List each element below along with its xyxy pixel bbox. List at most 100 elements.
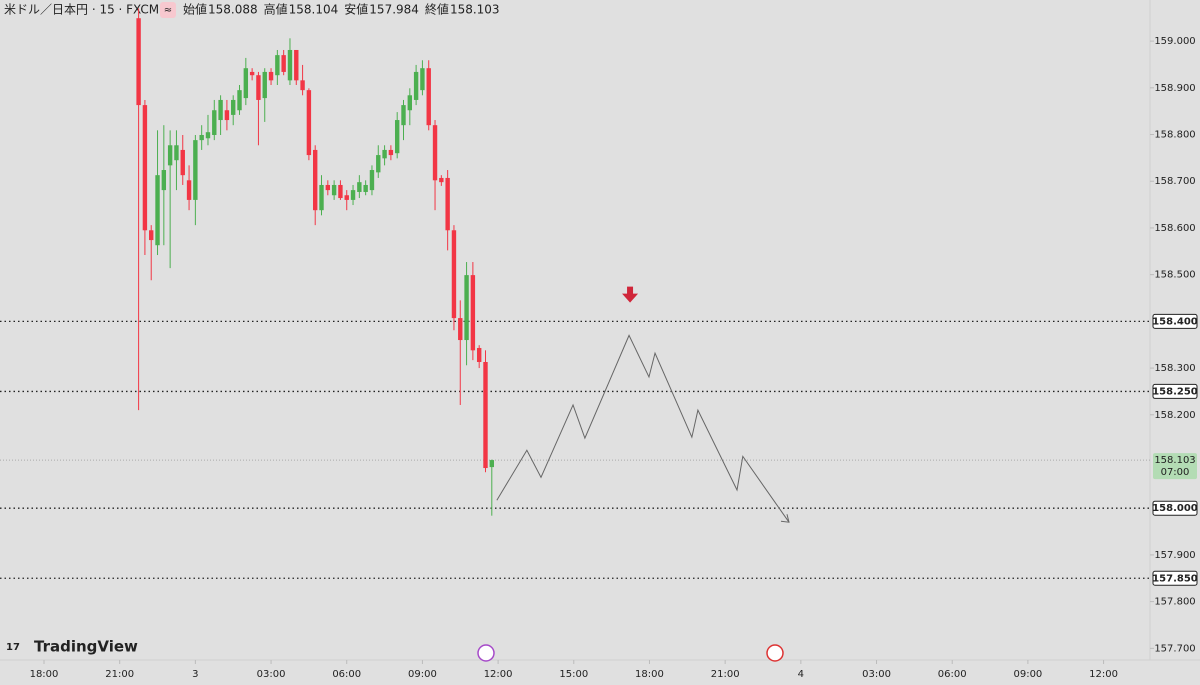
candle-body: [262, 71, 267, 99]
header: 米ドル／日本円 · 15 · FXCM ≈: [4, 2, 176, 18]
x-tick-label: 06:00: [938, 669, 967, 680]
candle-body: [155, 175, 160, 246]
y-tick-label: 158.500: [1154, 270, 1195, 281]
level-label-box: [1152, 570, 1198, 586]
candle-body: [470, 275, 476, 351]
candle-body: [407, 95, 413, 111]
candle-body: [388, 149, 394, 156]
ohlc-label: 安値: [344, 2, 368, 17]
candle-body: [331, 184, 337, 196]
symbol: 米ドル／日本円 · 15 · FXCM: [4, 3, 159, 17]
candle-body: [136, 18, 141, 106]
candle-body: [212, 110, 217, 135]
x-tick-label: 12:00: [1089, 669, 1118, 680]
y-tick-label: 158.600: [1154, 223, 1195, 234]
candle-body: [439, 177, 444, 183]
candle-body: [167, 145, 173, 166]
candle-body: [394, 120, 400, 154]
y-tick-label: 157.700: [1154, 643, 1195, 654]
candle-body: [193, 140, 198, 200]
y-tick-label: 158.900: [1154, 83, 1195, 94]
icon: ≈: [164, 5, 172, 16]
brand: 𝟭𝟳 TradingView: [6, 638, 138, 656]
event-icon[interactable]: [477, 644, 495, 662]
x-tick-label: 3: [192, 669, 198, 680]
candle-body: [445, 177, 450, 231]
candle-body: [464, 275, 469, 341]
brand-name: TradingView: [34, 638, 138, 656]
candle-body: [350, 190, 356, 200]
candle-body: [376, 155, 381, 173]
x-tick-label: 15:00: [559, 669, 588, 680]
candle-body: [287, 49, 293, 81]
candle-body: [306, 90, 312, 156]
logo: 𝟭𝟳: [6, 642, 20, 653]
candle-body: [338, 184, 343, 199]
candle-body: [249, 71, 255, 76]
y-tick-label: 158.800: [1154, 130, 1195, 141]
candle-body: [161, 170, 167, 191]
y-tick-label: 158.300: [1154, 363, 1195, 374]
candle-body: [420, 68, 425, 91]
candle-body: [325, 184, 331, 191]
x-tick-label: 03:00: [257, 669, 286, 680]
candle-body: [199, 134, 204, 141]
ohlc-value: 157.984: [369, 3, 419, 17]
x-tick-label: 4: [798, 669, 804, 680]
ohlc-value: 158.103: [450, 3, 500, 17]
icon: [160, 2, 176, 18]
current-price-box: [1153, 453, 1197, 480]
flag-icon[interactable]: [766, 644, 784, 662]
x-tick-label: 09:00: [1013, 669, 1042, 680]
candle-body: [281, 55, 286, 72]
candle-body: [231, 99, 236, 115]
candle-body: [142, 105, 148, 231]
candle-body: [363, 184, 368, 192]
y-tick-label: 157.800: [1154, 597, 1195, 608]
candle-body: [344, 195, 349, 200]
candle-body: [300, 80, 305, 91]
candle-body: [458, 318, 463, 341]
ohlc-value: 158.088: [208, 3, 258, 17]
candle-body: [382, 149, 387, 159]
level-label: 158.000: [1152, 503, 1198, 514]
candle-body: [224, 110, 230, 121]
x-tick-label: 12:00: [484, 669, 513, 680]
candle-body: [205, 132, 211, 139]
x-tick-label: 03:00: [862, 669, 891, 680]
y-tick-label: 159.000: [1154, 36, 1195, 47]
x-tick-label: 06:00: [332, 669, 361, 680]
projection-line: [496, 334, 790, 523]
x-tick-label: 18:00: [30, 669, 59, 680]
x-tick-label: 09:00: [408, 669, 437, 680]
candle-body: [294, 49, 299, 81]
candle-body: [313, 149, 318, 211]
x-tick-label: 18:00: [635, 669, 664, 680]
candle-body: [451, 230, 457, 319]
candle-body: [426, 68, 431, 126]
level-label: 157.850: [1152, 573, 1198, 584]
candle-body: [218, 99, 223, 121]
projection-arrowhead: [780, 514, 790, 523]
candle-body: [483, 361, 488, 469]
candle-body: [319, 184, 324, 211]
candle-body: [489, 460, 494, 468]
level-label: 158.400: [1152, 316, 1198, 327]
candle-body: [413, 71, 419, 100]
level-label: 158.250: [1152, 386, 1198, 397]
candle-body: [401, 105, 406, 126]
y-tick-label: 158.700: [1154, 176, 1195, 187]
x-tick-label: 21:00: [711, 669, 740, 680]
y-tick-label: 157.900: [1154, 550, 1195, 561]
candle-body: [275, 55, 280, 76]
candle-body: [174, 145, 179, 161]
candle-body: [186, 180, 192, 200]
ohlc-label: 始値: [183, 2, 207, 17]
candle-body: [237, 90, 242, 111]
level-label-box: [1152, 313, 1198, 329]
level-label-box: [1152, 500, 1198, 516]
candle-body: [432, 125, 438, 181]
ohlc-label: 高値: [264, 2, 288, 17]
candle-body: [256, 75, 261, 100]
